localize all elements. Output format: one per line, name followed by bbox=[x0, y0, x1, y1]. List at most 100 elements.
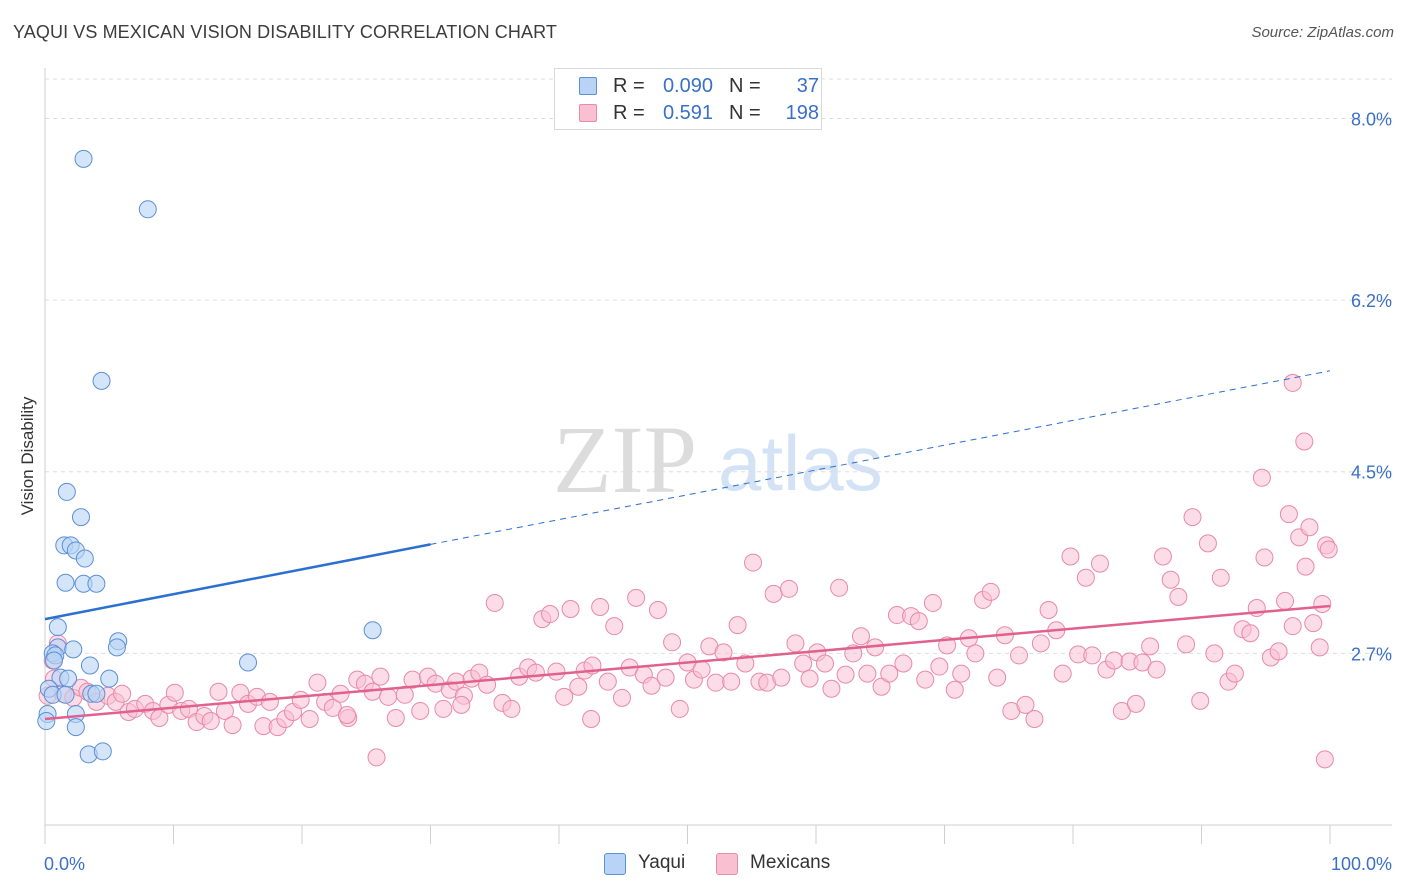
mexicans-point bbox=[1183, 508, 1202, 527]
mexicans-point bbox=[379, 687, 398, 706]
yaqui-point bbox=[93, 742, 112, 761]
mexicans-point bbox=[916, 670, 935, 689]
mexicans-point bbox=[1211, 568, 1230, 587]
mexicans-point bbox=[722, 672, 741, 691]
mexicans-point bbox=[485, 593, 504, 612]
y-tick-label: 8.0% bbox=[1351, 109, 1392, 129]
mexicans-point bbox=[923, 593, 942, 612]
watermark-atlas: atlas bbox=[718, 419, 883, 507]
grid-lines bbox=[45, 78, 1392, 654]
mexicans-point bbox=[692, 660, 711, 679]
mexicans-point bbox=[772, 668, 791, 687]
mexicans-r-label: R = bbox=[613, 102, 645, 124]
mexicans-point bbox=[627, 588, 646, 607]
yaqui-point bbox=[66, 718, 85, 737]
mexicans-point bbox=[822, 679, 841, 698]
mexicans-point bbox=[1191, 691, 1210, 710]
mexicans-point bbox=[1141, 637, 1160, 656]
yaqui-point bbox=[138, 200, 157, 219]
mexicans-point bbox=[526, 663, 545, 682]
mexicans-point bbox=[648, 601, 667, 620]
mexicans-point bbox=[605, 617, 624, 636]
yaqui-point bbox=[363, 621, 382, 640]
yaqui-swatch bbox=[579, 77, 597, 95]
mexicans-point bbox=[794, 654, 813, 673]
yaqui-point bbox=[56, 685, 75, 704]
yaqui-r-value: 0.090 bbox=[662, 75, 713, 97]
mexicans-point bbox=[858, 664, 877, 683]
mexicans-point bbox=[642, 676, 661, 695]
yaqui-points bbox=[37, 149, 382, 764]
yaqui-point bbox=[100, 669, 119, 688]
mexicans-point bbox=[1161, 570, 1180, 589]
mexicans-point bbox=[323, 698, 342, 717]
mexicans-point bbox=[541, 605, 560, 624]
mexicans-point bbox=[411, 701, 430, 720]
mexicans-point bbox=[1053, 664, 1072, 683]
mexicans-point bbox=[930, 657, 949, 676]
bottom-yaqui-label: Yaqui bbox=[638, 852, 686, 873]
mexicans-point bbox=[308, 673, 327, 692]
mexicans-point bbox=[1083, 646, 1102, 665]
yaqui-point bbox=[64, 640, 83, 659]
yaqui-r-label: R = bbox=[613, 75, 645, 97]
yaqui-point bbox=[48, 618, 67, 637]
mexicans-point bbox=[1198, 534, 1217, 553]
mexicans-point bbox=[1225, 664, 1244, 683]
mexicans-point bbox=[1319, 540, 1338, 559]
mexicans-point bbox=[1296, 557, 1315, 576]
mexicans-point bbox=[1252, 468, 1271, 487]
mexicans-point bbox=[452, 695, 471, 714]
mexicans-point bbox=[1283, 617, 1302, 636]
mexicans-point bbox=[909, 612, 928, 631]
mexicans-point bbox=[561, 600, 580, 619]
mexicans-point bbox=[780, 579, 799, 598]
yaqui-point bbox=[75, 549, 94, 568]
yaqui-point bbox=[92, 371, 111, 390]
yaqui-point bbox=[87, 684, 106, 703]
mexicans-point bbox=[502, 699, 521, 718]
mexicans-point bbox=[1300, 518, 1319, 537]
mexicans-point bbox=[113, 684, 132, 703]
mexicans-point bbox=[1016, 695, 1035, 714]
mexicans-point bbox=[223, 716, 242, 735]
yaqui-point bbox=[37, 712, 56, 731]
bottom-mexicans-swatch bbox=[716, 853, 738, 875]
mexicans-point bbox=[764, 584, 783, 603]
mexicans-point bbox=[894, 654, 913, 673]
mexicans-point bbox=[988, 668, 1007, 687]
mexicans-point bbox=[706, 673, 725, 692]
mexicans-point bbox=[1025, 710, 1044, 729]
mexicans-point bbox=[800, 669, 819, 688]
bottom-yaqui-swatch bbox=[604, 853, 626, 875]
mexicans-point bbox=[201, 712, 220, 731]
mexicans-point bbox=[1153, 547, 1172, 566]
mexicans-point bbox=[1112, 701, 1131, 720]
mexicans-point bbox=[815, 654, 834, 673]
mexicans-swatch bbox=[579, 104, 597, 122]
mexicans-point bbox=[1147, 660, 1166, 679]
mexicans-point bbox=[1076, 568, 1095, 587]
bottom-mexicans-label: Mexicans bbox=[750, 852, 831, 873]
mexicans-point bbox=[714, 643, 733, 662]
mexicans-point bbox=[371, 667, 390, 686]
mexicans-point bbox=[434, 699, 453, 718]
mexicans-point bbox=[945, 680, 964, 699]
yaqui-point bbox=[44, 651, 63, 670]
mexicans-point bbox=[880, 664, 899, 683]
mexicans-point bbox=[1105, 651, 1124, 670]
tick-labels: 2.7% 4.5% 6.2% 8.0% 0.0% 100.0% bbox=[44, 109, 1392, 874]
mexicans-point bbox=[1313, 594, 1332, 613]
mexicans-point bbox=[367, 748, 386, 767]
mexicans-point bbox=[1205, 644, 1224, 663]
yaqui-n-value: 37 bbox=[796, 75, 819, 97]
mexicans-point bbox=[1061, 547, 1080, 566]
mexicans-point bbox=[656, 668, 675, 687]
chart-title: YAQUI VS MEXICAN VISION DISABILITY CORRE… bbox=[13, 22, 557, 42]
x-tick-label-max: 100.0% bbox=[1331, 854, 1392, 874]
y-tick-label: 6.2% bbox=[1351, 291, 1392, 311]
yaqui-trend-extension bbox=[430, 370, 1331, 545]
mexicans-point bbox=[1241, 624, 1260, 643]
yaqui-point bbox=[71, 508, 90, 527]
mexicans-point bbox=[670, 699, 689, 718]
